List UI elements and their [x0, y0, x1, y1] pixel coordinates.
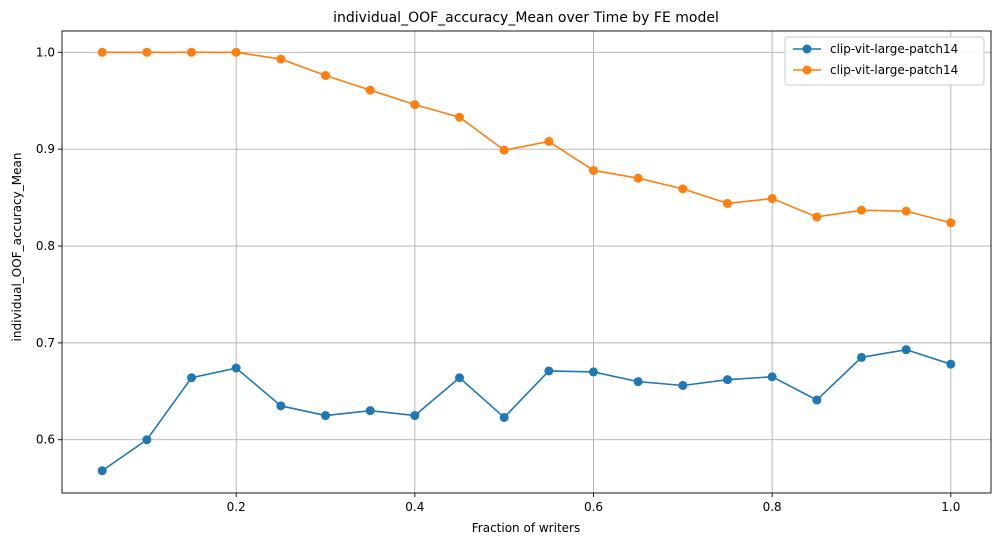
series-layer: [97, 47, 956, 476]
data-point: [410, 100, 420, 110]
data-point: [142, 47, 152, 57]
x-tick-label: 0.6: [584, 500, 603, 514]
series-line: [101, 348, 952, 472]
legend-item: clip-vit-large-patch14: [793, 42, 958, 56]
plot-frame: [61, 30, 992, 494]
data-point: [633, 377, 643, 387]
x-tick-label: 0.2: [227, 500, 246, 514]
data-point: [97, 47, 107, 57]
data-point: [633, 173, 643, 183]
data-point: [276, 401, 286, 411]
data-point: [97, 466, 107, 476]
legend-box: [784, 36, 985, 86]
x-tick-label: 0.4: [405, 500, 424, 514]
series-1: [97, 345, 956, 476]
x-axis-label: Fraction of writers: [472, 521, 580, 535]
legend-marker: [802, 44, 812, 54]
y-tick-label: 0.8: [36, 239, 55, 253]
data-point: [544, 136, 554, 146]
data-point: [455, 112, 465, 122]
data-point: [455, 373, 465, 383]
y-tick-label: 0.6: [36, 433, 55, 447]
legend-label: clip-vit-large-patch14: [830, 42, 958, 56]
legend-label: clip-vit-large-patch14: [830, 63, 958, 77]
data-point: [678, 184, 688, 194]
y-tick-label: 0.9: [36, 142, 55, 156]
y-axis-label: individual_OOF_accuracy_Mean: [10, 153, 24, 342]
data-point: [410, 411, 420, 421]
data-point: [365, 406, 375, 416]
data-point: [544, 366, 554, 376]
data-point: [499, 412, 509, 422]
data-point: [499, 145, 509, 155]
data-point: [722, 198, 732, 208]
data-point: [901, 345, 911, 355]
series-line: [102, 51, 952, 224]
data-point: [231, 47, 241, 57]
data-point: [812, 395, 822, 405]
data-point: [276, 54, 286, 64]
data-point: [812, 212, 822, 222]
data-point: [588, 165, 598, 175]
data-point: [588, 367, 598, 377]
data-point: [187, 47, 197, 57]
data-point: [142, 435, 152, 445]
legend-item: clip-vit-large-patch14: [793, 63, 958, 77]
data-point: [231, 363, 241, 373]
data-point: [946, 218, 956, 228]
series-2: [97, 47, 956, 228]
data-point: [901, 206, 911, 216]
data-point: [187, 373, 197, 383]
y-tick-label: 0.7: [36, 336, 55, 350]
data-point: [946, 359, 956, 369]
axis-ticks: 0.2 0.4 0.6 0.8 1.0 0.6 0.7 0.8 0.9 1.0: [36, 45, 960, 514]
data-point: [856, 352, 866, 362]
data-point: [856, 205, 866, 215]
legend: clip-vit-large-patch14 clip-vit-large-pat…: [784, 36, 985, 86]
grid: [62, 31, 991, 493]
data-point: [767, 194, 777, 204]
x-tick-label: 0.8: [763, 500, 782, 514]
chart-title: individual_OOF_accuracy_Mean over Time b…: [333, 10, 719, 26]
y-tick-label: 1.0: [36, 45, 55, 59]
data-point: [321, 411, 331, 421]
legend-marker: [802, 65, 812, 75]
x-tick-label: 1.0: [941, 500, 960, 514]
data-point: [678, 380, 688, 390]
data-point: [767, 372, 777, 382]
data-point: [365, 85, 375, 95]
data-point: [321, 71, 331, 81]
data-point: [722, 375, 732, 385]
